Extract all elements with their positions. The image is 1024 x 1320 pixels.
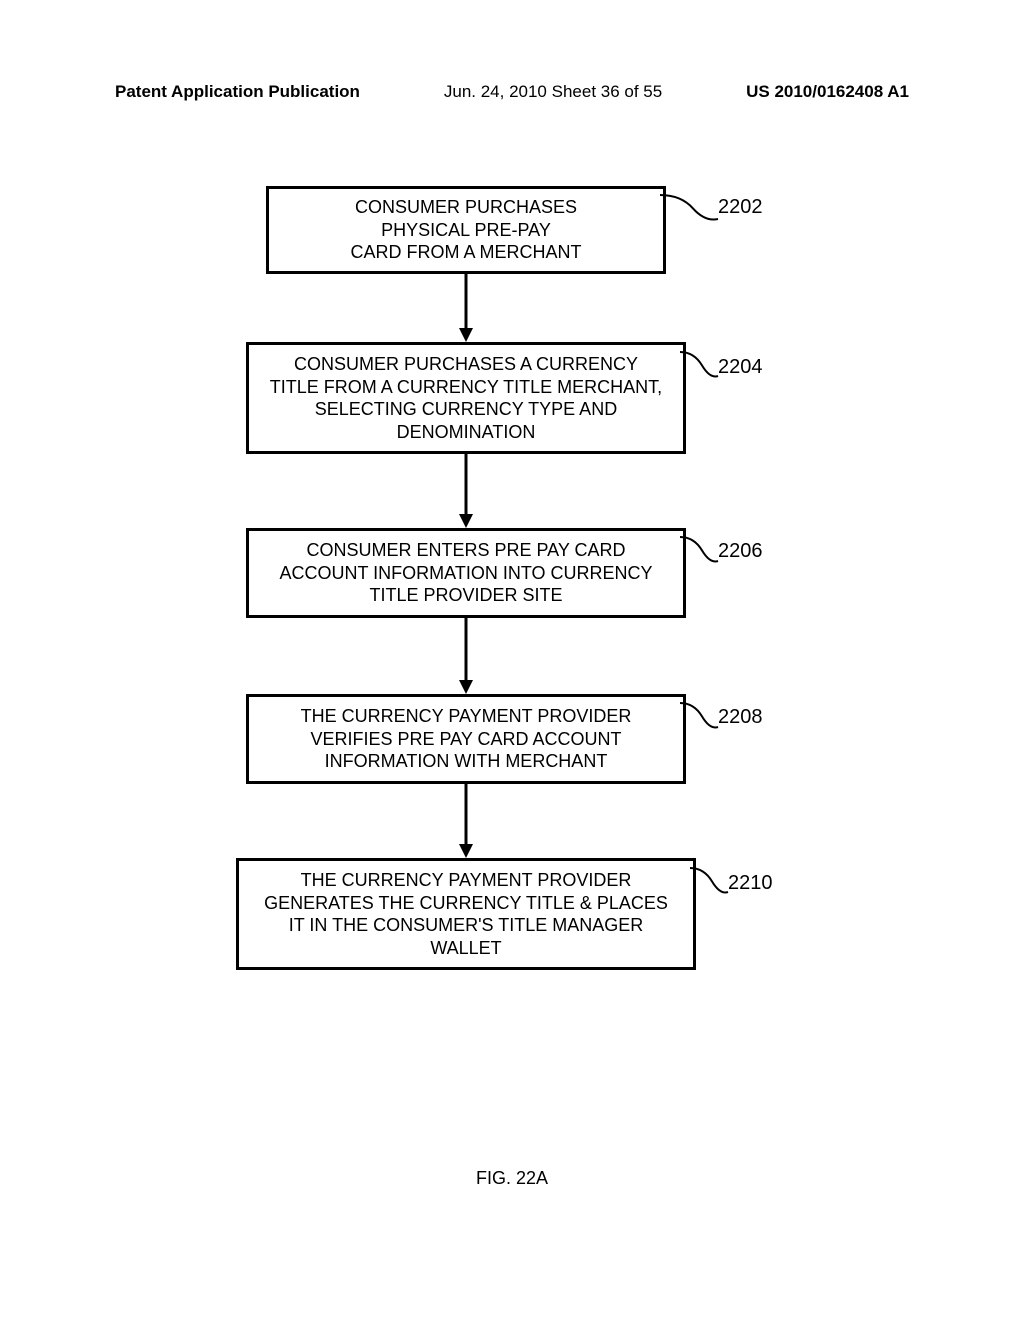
leader-line	[680, 701, 720, 729]
flow-node-text: CONSUMER PURCHASES A CURRENCY TITLE FROM…	[270, 353, 662, 443]
flow-node-label: 2204	[718, 356, 763, 379]
flow-node-n1: CONSUMER PURCHASES PHYSICAL PRE-PAY CARD…	[266, 186, 666, 274]
leader-line	[690, 866, 730, 894]
flow-node-text: CONSUMER ENTERS PRE PAY CARD ACCOUNT INF…	[279, 539, 652, 607]
flow-arrow	[458, 454, 474, 528]
flow-arrow	[458, 618, 474, 694]
flow-node-n4: THE CURRENCY PAYMENT PROVIDER VERIFIES P…	[246, 694, 686, 784]
flow-node-label: 2206	[718, 540, 763, 563]
flow-node-n5: THE CURRENCY PAYMENT PROVIDER GENERATES …	[236, 858, 696, 970]
flow-node-label: 2210	[728, 872, 773, 895]
leader-line	[680, 350, 720, 378]
header-mid: Jun. 24, 2010 Sheet 36 of 55	[444, 82, 662, 102]
flow-node-text: THE CURRENCY PAYMENT PROVIDER GENERATES …	[264, 869, 668, 959]
flow-node-label: 2208	[718, 706, 763, 729]
flow-node-text: CONSUMER PURCHASES PHYSICAL PRE-PAY CARD…	[350, 196, 581, 264]
flow-node-label: 2202	[718, 196, 763, 219]
figure-caption: FIG. 22A	[0, 1168, 1024, 1189]
flow-node-n2: CONSUMER PURCHASES A CURRENCY TITLE FROM…	[246, 342, 686, 454]
flow-node-n3: CONSUMER ENTERS PRE PAY CARD ACCOUNT INF…	[246, 528, 686, 618]
flow-node-text: THE CURRENCY PAYMENT PROVIDER VERIFIES P…	[301, 705, 632, 773]
header-right: US 2010/0162408 A1	[746, 82, 909, 102]
figure-caption-text: FIG. 22A	[476, 1168, 548, 1188]
page-header: Patent Application Publication Jun. 24, …	[0, 82, 1024, 102]
flow-arrow	[458, 274, 474, 342]
header-left: Patent Application Publication	[115, 82, 360, 102]
leader-line	[660, 193, 720, 221]
leader-line	[680, 535, 720, 563]
flow-arrow	[458, 784, 474, 858]
